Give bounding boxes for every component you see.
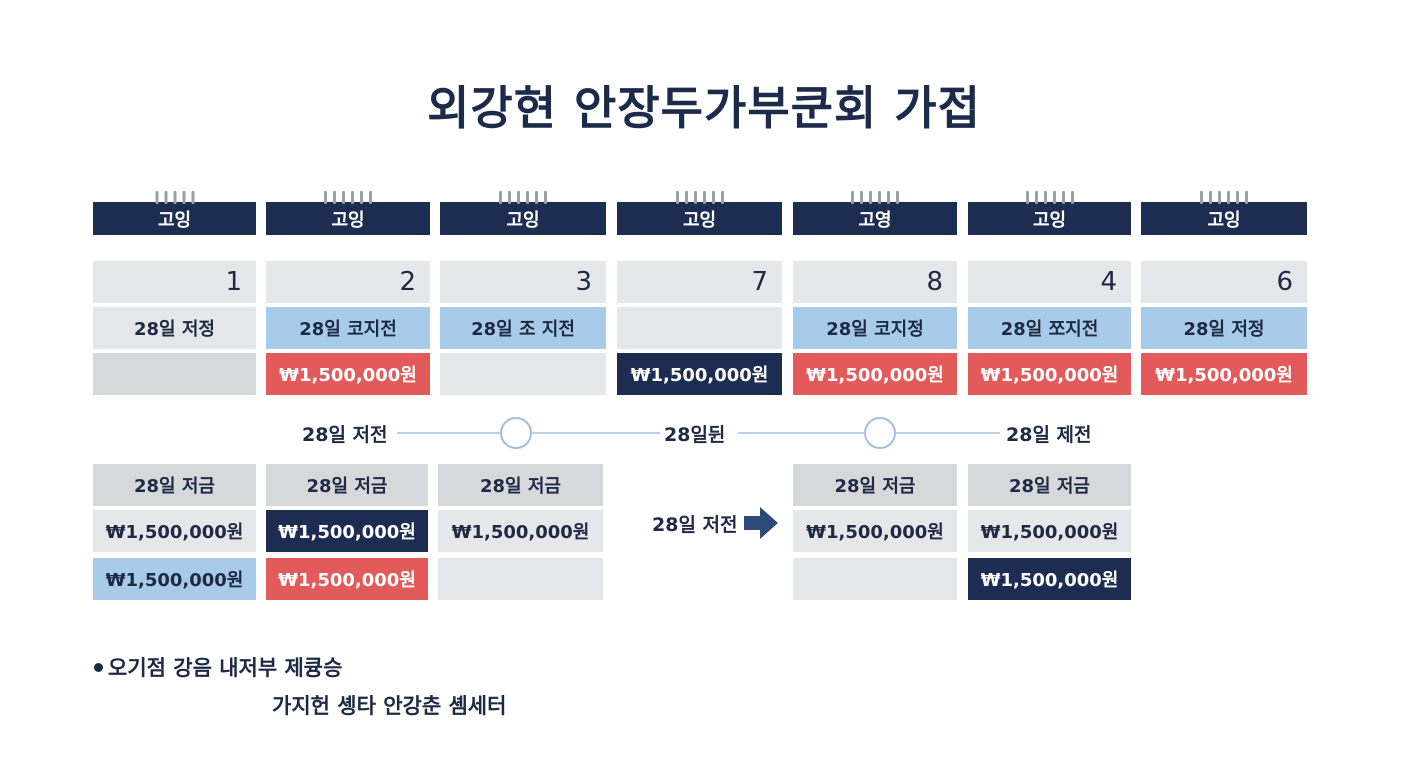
timeline-center-label: 28일뒨: [664, 424, 726, 446]
binder-rings-icon: [675, 191, 724, 204]
column-header-3: 고잉: [440, 191, 606, 235]
day-number: 3: [440, 261, 606, 303]
savings-label: 28일 저금: [266, 464, 428, 506]
amount-cell: ₩1,500,000원: [793, 353, 957, 395]
binder-rings-icon: [499, 191, 547, 204]
column-header-1: 고잉: [93, 191, 256, 235]
right-arrow-icon: [744, 507, 778, 539]
amount-cell: ₩1,500,000원: [266, 353, 430, 395]
binder-rings-icon: [1200, 191, 1248, 204]
amount-cell: ₩1,500,000원: [968, 353, 1131, 395]
savings-label: 28일 저금: [968, 464, 1131, 506]
amount-cell: ₩1,500,000원: [1141, 353, 1307, 395]
column-header-label: 고잉: [682, 209, 717, 231]
amount-cell: ₩1,500,000원: [617, 353, 782, 395]
day-label: 28일 조 지전: [440, 307, 606, 349]
column-header-7: 고잉: [1141, 191, 1307, 235]
day-label: 28일 코지정: [793, 307, 957, 349]
binder-rings-icon: [324, 191, 372, 204]
binder-rings-icon: [851, 191, 899, 204]
note-line-2: 가지헌 솅타 안강춘 솀세터: [272, 694, 507, 718]
note-line-1: 오기점 강음 내저부 제큥승: [108, 656, 343, 680]
amount-cell: ₩1,500,000원: [266, 510, 428, 552]
column-header-label: 고잉: [1207, 209, 1241, 231]
column-header-label: 고잉: [506, 209, 540, 231]
amount-cell: ₩1,500,000원: [968, 558, 1131, 600]
column-header-label: 고잉: [1032, 209, 1067, 231]
day-number: 2: [266, 261, 430, 303]
column-header-label: 고영: [858, 209, 892, 231]
amount-cell: ₩1,500,000원: [793, 510, 957, 552]
timeline-right-label: 28일 제전: [1006, 424, 1092, 446]
savings-label: 28일 저금: [793, 464, 957, 506]
day-number: 7: [617, 261, 782, 303]
empty-amount-cell: [793, 558, 957, 600]
amount-cell: ₩1,500,000원: [968, 510, 1131, 552]
savings-label: 28일 저금: [438, 464, 603, 506]
savings-label: 28일 저금: [93, 464, 256, 506]
empty-amount-cell: [93, 353, 256, 395]
amount-cell: ₩1,500,000원: [438, 510, 603, 552]
column-header-label: 고잉: [331, 209, 365, 231]
amount-cell: ₩1,500,000원: [93, 510, 256, 552]
arrow-label: 28일 저전: [652, 514, 738, 536]
timeline-node: [500, 417, 532, 449]
timeline-left-label: 28일 저전: [302, 424, 388, 446]
timeline-line: [532, 432, 660, 434]
column-header-label: 고잉: [157, 209, 192, 231]
page-title: 외강현 안장두가부쿤회 가접: [427, 81, 981, 135]
binder-rings-icon: [155, 191, 194, 204]
empty-amount-cell: [440, 353, 606, 395]
empty-label-cell: [617, 307, 782, 349]
day-number: 1: [93, 261, 256, 303]
day-label: 28일 저정: [1141, 307, 1307, 349]
day-label: 28일 쪼지전: [968, 307, 1131, 349]
day-number: 8: [793, 261, 957, 303]
column-header-4: 고잉: [617, 191, 782, 235]
amount-cell: ₩1,500,000원: [93, 558, 256, 600]
timeline-line: [896, 432, 1000, 434]
day-number: 4: [968, 261, 1131, 303]
binder-rings-icon: [1025, 191, 1074, 204]
day-label: 28일 저정: [93, 307, 256, 349]
timeline-node: [864, 417, 896, 449]
bullet-icon: [94, 663, 103, 672]
column-header-5: 고영: [793, 191, 957, 235]
timeline-line: [397, 432, 503, 434]
amount-cell: ₩1,500,000원: [266, 558, 428, 600]
column-header-6: 고잉: [968, 191, 1131, 235]
column-header-2: 고잉: [266, 191, 430, 235]
empty-amount-cell: [438, 558, 603, 600]
timeline-line: [738, 432, 866, 434]
day-label: 28일 코지전: [266, 307, 430, 349]
day-number: 6: [1141, 261, 1307, 303]
